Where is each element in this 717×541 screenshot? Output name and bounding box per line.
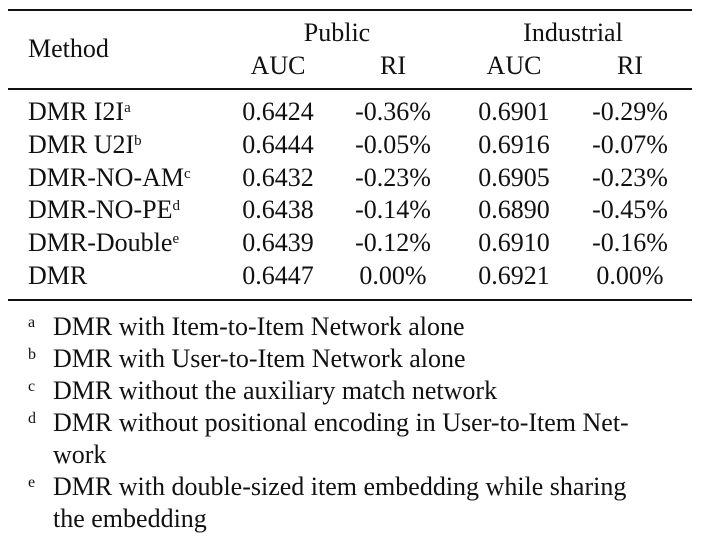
value-cell: -0.16% [592,228,668,258]
method-cell: DMR U2Ib [28,130,142,160]
value-cell: 0.6439 [242,228,314,258]
value-cell: 0.00% [359,261,427,290]
footnote-mark: b [28,346,36,363]
value-cell: 0.6916 [478,129,550,159]
footnote-text: work [53,440,107,469]
method-name: DMR [28,261,88,290]
bottom-rule [8,299,692,301]
top-rule [8,9,692,11]
method-cell: DMR-NO-AMc [28,163,191,193]
footnote-mark: a [28,314,36,331]
footnote-text: DMR with double-sized item embedding whi… [53,472,627,501]
method-name: DMR-NO-AM [28,162,184,192]
header-public-ri: RI [380,51,406,80]
method-name: DMR-Double [28,228,173,258]
header-public: Public [303,18,371,47]
footnote-mark: e [172,231,180,248]
value-cell: 0.6921 [478,261,550,290]
footnote-mark: a [124,100,131,116]
value-cell: 0.6901 [478,97,550,126]
header-method: Method [28,34,109,63]
method-name: DMR I2I [28,97,125,126]
value-cell: -0.29% [592,97,668,126]
value-cell: 0.6424 [242,97,314,126]
footnote-text: the embedding [53,504,207,533]
header-public-auc: AUC [250,51,306,80]
footnote-text: DMR without the auxiliary match network [53,376,498,405]
footnote-mark: b [134,132,142,149]
value-cell: -0.14% [355,195,431,225]
value-cell: -0.05% [355,129,431,159]
footnote-mark: c [184,165,191,182]
footnote-mark: d [172,198,180,215]
value-cell: 0.6438 [242,195,314,225]
method-cell: DMR-Doublee [28,228,179,258]
footnote-text: DMR with Item-to-Item Network alone [53,312,465,341]
value-cell: -0.23% [355,162,431,192]
value-cell: 0.6432 [242,162,314,192]
footnote-mark: e [28,474,36,491]
value-cell: 0.6444 [242,129,314,159]
footnote-text: DMR without positional encoding in User-… [53,408,629,437]
method-name: DMR U2I [28,129,135,159]
method-cell: DMR [28,261,87,291]
header-industrial-auc: AUC [486,51,542,80]
header-industrial: Industrial [523,18,623,47]
value-cell: -0.12% [355,228,431,258]
value-cell: 0.00% [596,261,664,290]
footnote-mark: d [28,410,36,427]
method-cell: DMR I2Ia [28,97,131,127]
method-name: DMR-NO-PE [28,195,173,225]
mid-rule [8,88,692,90]
value-cell: 0.6910 [478,228,550,258]
header-industrial-ri: RI [617,51,643,80]
footnote-mark: c [28,378,36,395]
value-cell: 0.6447 [242,261,314,290]
footnote-text: DMR with User-to-Item Network alone [53,344,466,373]
value-cell: -0.23% [592,162,668,192]
method-cell: DMR-NO-PEd [28,195,180,225]
value-cell: 0.6890 [478,195,550,225]
value-cell: -0.07% [592,129,668,159]
value-cell: -0.45% [592,195,668,225]
value-cell: -0.36% [355,97,431,126]
value-cell: 0.6905 [478,162,550,192]
